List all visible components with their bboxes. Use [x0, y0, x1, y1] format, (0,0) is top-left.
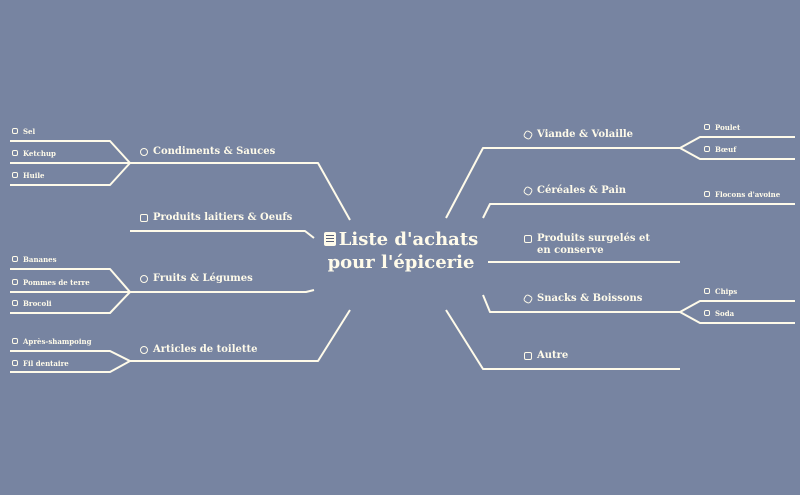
item-sel[interactable]: Sel	[12, 127, 35, 136]
checkbox-icon	[140, 214, 148, 222]
clipboard-list-icon	[323, 232, 336, 246]
connector-condiments	[130, 162, 351, 221]
checkbox-icon	[704, 310, 710, 316]
connector-poulet	[679, 136, 795, 149]
checkbox-icon	[12, 338, 18, 344]
item-label: Chips	[715, 287, 738, 296]
checkbox-icon	[704, 146, 710, 152]
item-label: Flocons d'avoine	[715, 190, 781, 199]
item-label: Ketchup	[23, 149, 56, 158]
connector-bananes	[10, 268, 131, 293]
hexagon-icon	[522, 185, 534, 197]
checkbox-icon	[12, 360, 18, 366]
checkbox-icon	[704, 288, 710, 294]
item-label: Brocoli	[23, 299, 52, 308]
circle-icon	[140, 148, 148, 156]
connector-viande	[445, 147, 680, 219]
branch-cereales[interactable]: Céréales & Pain	[522, 185, 627, 197]
branch-label: Articles de toilette	[153, 344, 258, 355]
connector-huile	[10, 162, 131, 186]
connector-boeuf	[679, 147, 795, 160]
branch-label: Fruits & Légumes	[153, 273, 253, 284]
connector-fil	[10, 360, 131, 373]
branch-viande[interactable]: Viande & Volaille	[522, 129, 634, 141]
circle-icon	[140, 275, 148, 283]
central-topic[interactable]: Liste d'achats pour l'épicerie	[316, 228, 486, 274]
branch-label: Viande & Volaille	[537, 129, 634, 140]
branch-label: Autre	[537, 350, 569, 361]
connector-autre	[445, 309, 680, 370]
item-bananes[interactable]: Bananes	[12, 255, 57, 264]
checkbox-icon	[12, 256, 18, 262]
checkbox-icon	[12, 172, 18, 178]
connector-snacks	[482, 294, 680, 313]
branch-label: Produits surgelés et en conserve	[537, 233, 651, 256]
checkbox-icon	[524, 352, 532, 360]
branch-label: Condiments & Sauces	[153, 146, 276, 157]
item-flocons[interactable]: Flocons d'avoine	[704, 190, 780, 199]
connector-soda	[679, 311, 795, 324]
checkbox-icon	[12, 300, 18, 306]
branch-toilette[interactable]: Articles de toilette	[140, 344, 258, 356]
item-huile[interactable]: Huile	[12, 171, 44, 180]
checkbox-icon	[704, 124, 710, 130]
item-boeuf[interactable]: Bœuf	[704, 145, 736, 154]
item-apres-shampoing[interactable]: Après-shampoing	[12, 337, 92, 346]
item-chips[interactable]: Chips	[704, 287, 737, 296]
connector-toilette	[130, 309, 351, 362]
item-label: Fil dentaire	[23, 359, 69, 368]
connector-sel	[10, 140, 131, 164]
hexagon-icon	[522, 129, 534, 141]
branch-surgeles[interactable]: Produits surgelés et en conserve	[524, 233, 664, 257]
branch-condiments[interactable]: Condiments & Sauces	[140, 146, 275, 158]
item-label: Bananes	[23, 255, 57, 264]
checkbox-icon	[704, 191, 710, 197]
branch-label: Snacks & Boissons	[537, 293, 643, 304]
branch-label: Céréales & Pain	[537, 185, 627, 196]
item-ketchup[interactable]: Ketchup	[12, 149, 56, 158]
hexagon-icon	[522, 293, 534, 305]
branch-autre[interactable]: Autre	[524, 350, 568, 362]
connector-fruits	[130, 289, 315, 293]
item-poulet[interactable]: Poulet	[704, 123, 740, 132]
item-label: Bœuf	[715, 145, 737, 154]
checkbox-icon	[12, 150, 18, 156]
checkbox-icon	[524, 235, 532, 243]
checkbox-icon	[12, 279, 18, 285]
item-label: Huile	[23, 171, 45, 180]
item-label: Sel	[23, 127, 36, 136]
checkbox-icon	[12, 128, 18, 134]
item-brocoli[interactable]: Brocoli	[12, 299, 52, 308]
central-topic-title: Liste d'achats pour l'épicerie	[327, 229, 479, 273]
item-label: Pommes de terre	[23, 278, 90, 287]
branch-label: Produits laitiers & Oeufs	[153, 212, 293, 223]
item-pommes-de-terre[interactable]: Pommes de terre	[12, 278, 90, 287]
connector-cereales	[482, 203, 680, 219]
item-label: Poulet	[715, 123, 741, 132]
branch-fruits[interactable]: Fruits & Légumes	[140, 273, 253, 285]
branch-snacks[interactable]: Snacks & Boissons	[522, 293, 643, 305]
connector-laitiers	[130, 230, 315, 239]
connector-apres	[10, 350, 131, 362]
circle-icon	[140, 346, 148, 354]
item-fil-dentaire[interactable]: Fil dentaire	[12, 359, 69, 368]
item-label: Soda	[715, 309, 735, 318]
item-label: Après-shampoing	[23, 337, 92, 346]
branch-laitiers[interactable]: Produits laitiers & Oeufs	[140, 212, 292, 224]
item-soda[interactable]: Soda	[704, 309, 734, 318]
connector-chips	[679, 300, 795, 313]
connector-brocoli	[10, 291, 131, 314]
